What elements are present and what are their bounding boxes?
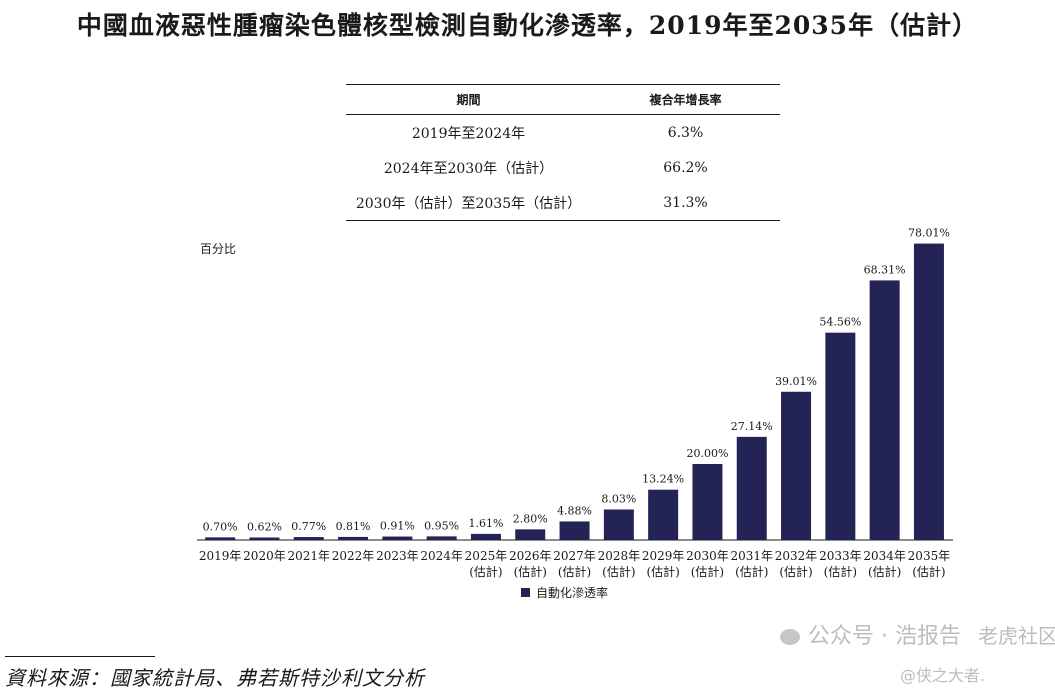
x-tick-label: 2025年 [465,549,508,563]
bar [781,391,812,540]
cagr-row: 2019年至2024年 6.3% [346,115,780,151]
x-tick-label: 2023年 [376,549,419,563]
cagr-header-period: 期間 [346,84,591,115]
data-label: 0.81% [336,520,371,533]
cagr-row: 2024年至2030年（估計） 66.2% [346,150,780,185]
x-tick-label: (估計) [912,564,945,579]
data-label: 68.31% [864,263,906,276]
chart-title: 中國血液惡性腫瘤染色體核型檢測自動化滲透率，2019年至2035年（估計） [76,11,979,40]
x-tick-label: (估計) [691,564,724,579]
cagr-header-rate: 複合年增長率 [591,84,780,115]
data-label: 0.70% [203,520,238,533]
data-label: 13.24% [642,473,684,486]
data-label: 1.61% [468,517,503,530]
data-label: 0.77% [291,520,326,533]
x-tick-label: 2034年 [863,549,906,563]
bar [205,537,236,540]
bar [736,436,767,540]
data-label: 4.88% [557,504,592,517]
x-tick-label: 2022年 [332,549,375,563]
watermark: 公众号 · 浩报告 老虎社区 [780,618,1055,650]
x-tick-label: 2027年 [553,549,596,563]
cagr-table: 期間 複合年增長率 2019年至2024年 6.3% 2024年至2030年（估… [346,84,780,221]
data-label: 0.95% [424,519,459,532]
data-label: 78.01% [908,227,950,240]
x-tick-label: (估計) [824,564,857,579]
bar [825,332,856,540]
data-label: 0.91% [380,520,415,533]
bar [603,509,634,540]
data-label: 54.56% [819,316,861,329]
data-label: 20.00% [686,447,728,460]
x-tick-label: (估計) [646,564,679,579]
data-label: 0.62% [247,521,282,534]
bar [869,280,900,540]
x-tick-label: 2021年 [287,549,330,563]
data-label: 27.14% [731,420,773,433]
cagr-rate: 66.2% [663,159,708,176]
bar [293,537,324,540]
wechat-icon [780,629,800,645]
bar [382,536,413,540]
source-divider [5,656,155,657]
cagr-period: 2024年至2030年（估計） [383,160,554,177]
bar [559,521,590,540]
x-tick-label: (估計) [735,564,768,579]
bar [470,533,501,540]
legend: 自動化滲透率 [521,585,608,600]
bar [426,536,457,540]
bar [913,243,944,540]
cagr-rate: 6.3% [667,124,704,141]
x-tick-label: 2020年 [243,549,286,563]
x-tick-label: 2024年 [420,549,463,563]
x-tick-label: (估計) [514,564,547,579]
x-tick-label: 2029年 [642,549,685,563]
bar [515,529,546,540]
x-tick-label: (估計) [868,564,901,579]
bar [648,489,679,540]
bar [338,536,369,540]
x-tick-label: 2026年 [509,549,552,563]
watermark-community: 老虎社区 [977,624,1055,648]
x-tick-label: 2028年 [598,549,641,563]
x-tick-label: 2035年 [908,549,951,563]
legend-swatch [521,588,530,597]
cagr-period: 2019年至2024年 [411,125,526,142]
legend-label: 自動化滲透率 [536,585,608,600]
x-tick-label: (估計) [779,564,812,579]
cagr-rate: 31.3% [591,185,780,221]
bar-group: 0.70% 2019年 0.62% 2020年 0.77% 2021年 0.81% 2022年… [199,227,950,579]
x-tick-label: (估計) [558,564,591,579]
x-tick-label: 2033年 [819,549,862,563]
x-tick-label: 2031年 [730,549,773,563]
x-tick-label: (估計) [602,564,635,579]
bar [249,537,280,540]
x-tick-label: 2019年 [199,549,242,563]
x-tick-label: 2032年 [775,549,818,563]
source-note: 資料來源：國家統計局、弗若斯特沙利文分析 [5,666,425,690]
y-axis-label: 百分比 [200,242,236,256]
bar [692,464,723,540]
data-label: 8.03% [601,492,636,505]
cagr-period: 2030年（估計）至2035年（估計） [346,185,591,221]
data-label: 39.01% [775,375,817,388]
cagr-row: 2030年（估計）至2035年（估計） 31.3% [346,185,780,221]
x-tick-label: (估計) [469,564,502,579]
x-tick-label: 2030年 [686,549,729,563]
watermark-user: @侠之大者. [900,666,986,685]
watermark-account: 公众号 · 浩报告 [808,624,961,649]
data-label: 2.80% [513,512,548,525]
